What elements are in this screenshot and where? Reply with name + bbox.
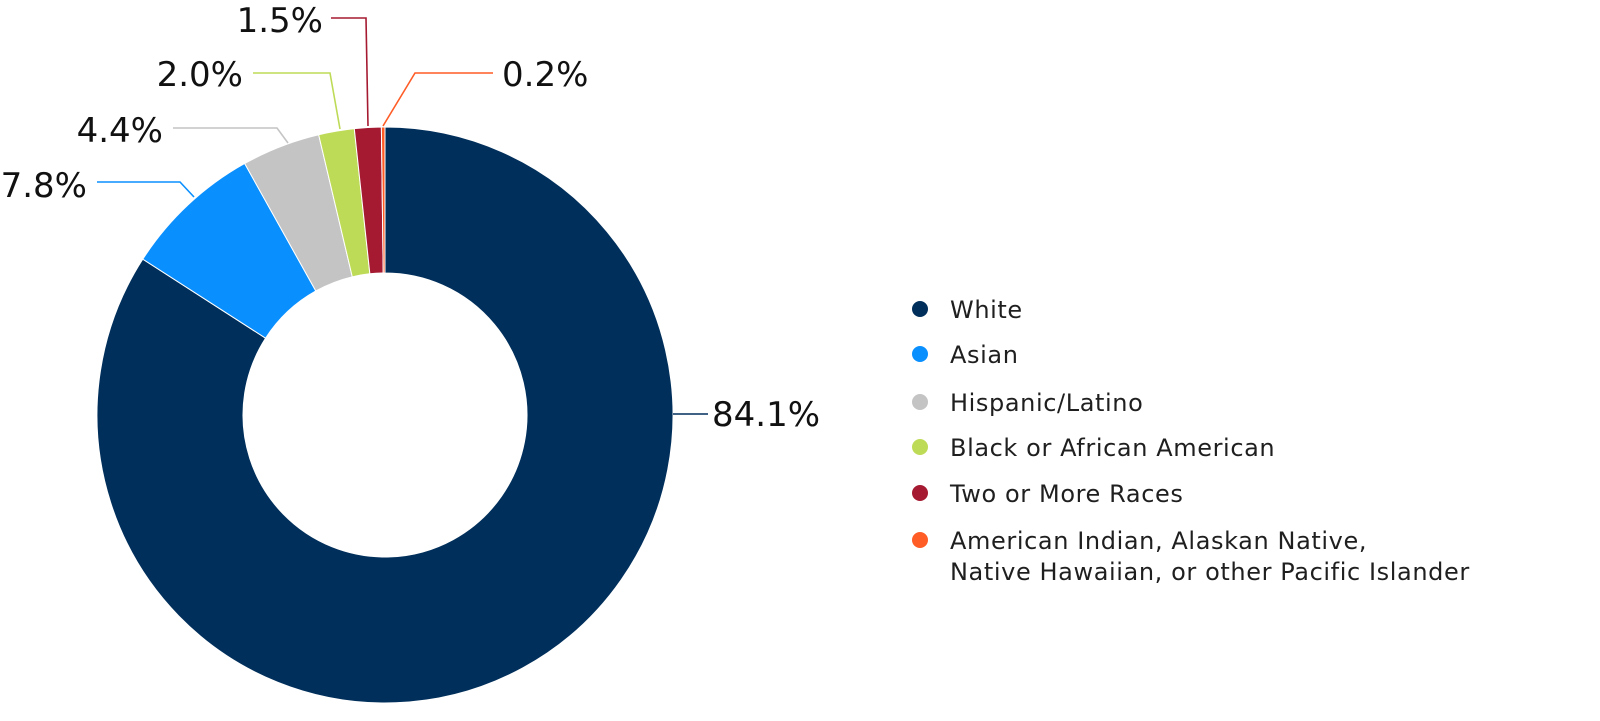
legend-swatch [912, 394, 928, 410]
data-label-hispanic-latino: 4.4% [77, 111, 163, 151]
legend-item-white: White [912, 296, 1023, 324]
callout-line-hispanic-latino [173, 127, 289, 144]
legend-label: Hispanic/Latino [950, 389, 1143, 417]
slice-white [96, 126, 674, 704]
data-label-two-or-more-races: 1.5% [237, 1, 323, 41]
callout-line-black-or-african-american [253, 72, 341, 130]
slice-american-indian-alaskan-native-native-hawaiian-or-other-pacific-islander [380, 126, 386, 274]
data-label-white: 84.1% [712, 395, 820, 435]
legend-swatch [912, 301, 928, 317]
legend-item-asian: Asian [912, 341, 1019, 369]
callouts-layer: 84.1% 7.8% 4.4% 2.0% 1.5% 0.2% [1, 1, 820, 435]
data-label-asian: 7.8% [1, 166, 87, 206]
data-label-american-indian-alaskan-native-native-hawaiian-or-other-pacific-islander: 0.2% [502, 55, 588, 95]
legend-item-two-or-more-races: Two or More Races [912, 480, 1183, 508]
legend-swatch [912, 439, 928, 455]
legend-label: Black or African American [950, 434, 1275, 462]
callout-line-american-indian-alaskan-native-native-hawaiian-or-other-pacific-islander [382, 72, 493, 127]
legend: White Asian Hispanic/Latino Black or Africa… [912, 296, 1470, 586]
legend-item-black-or-african-american: Black or African American [912, 434, 1275, 462]
data-label-black-or-african-american: 2.0% [157, 55, 243, 95]
slices-layer [96, 126, 674, 704]
callout-line-two-or-more-races [331, 17, 369, 127]
legend-label: American Indian, Alaskan Native, Native H… [950, 527, 1470, 586]
legend-label: Asian [950, 341, 1019, 369]
legend-item-american-indian-alaskan-native-native-hawaiian-or-other-pacific-islander: American Indian, Alaskan Native, Native H… [912, 527, 1470, 586]
legend-item-hispanic-latino: Hispanic/Latino [912, 389, 1143, 417]
legend-label: Two or More Races [949, 480, 1183, 508]
legend-swatch [912, 532, 928, 548]
callout-line-asian [97, 181, 195, 198]
legend-swatch [912, 485, 928, 501]
legend-label: White [950, 296, 1023, 324]
legend-swatch [912, 346, 928, 362]
